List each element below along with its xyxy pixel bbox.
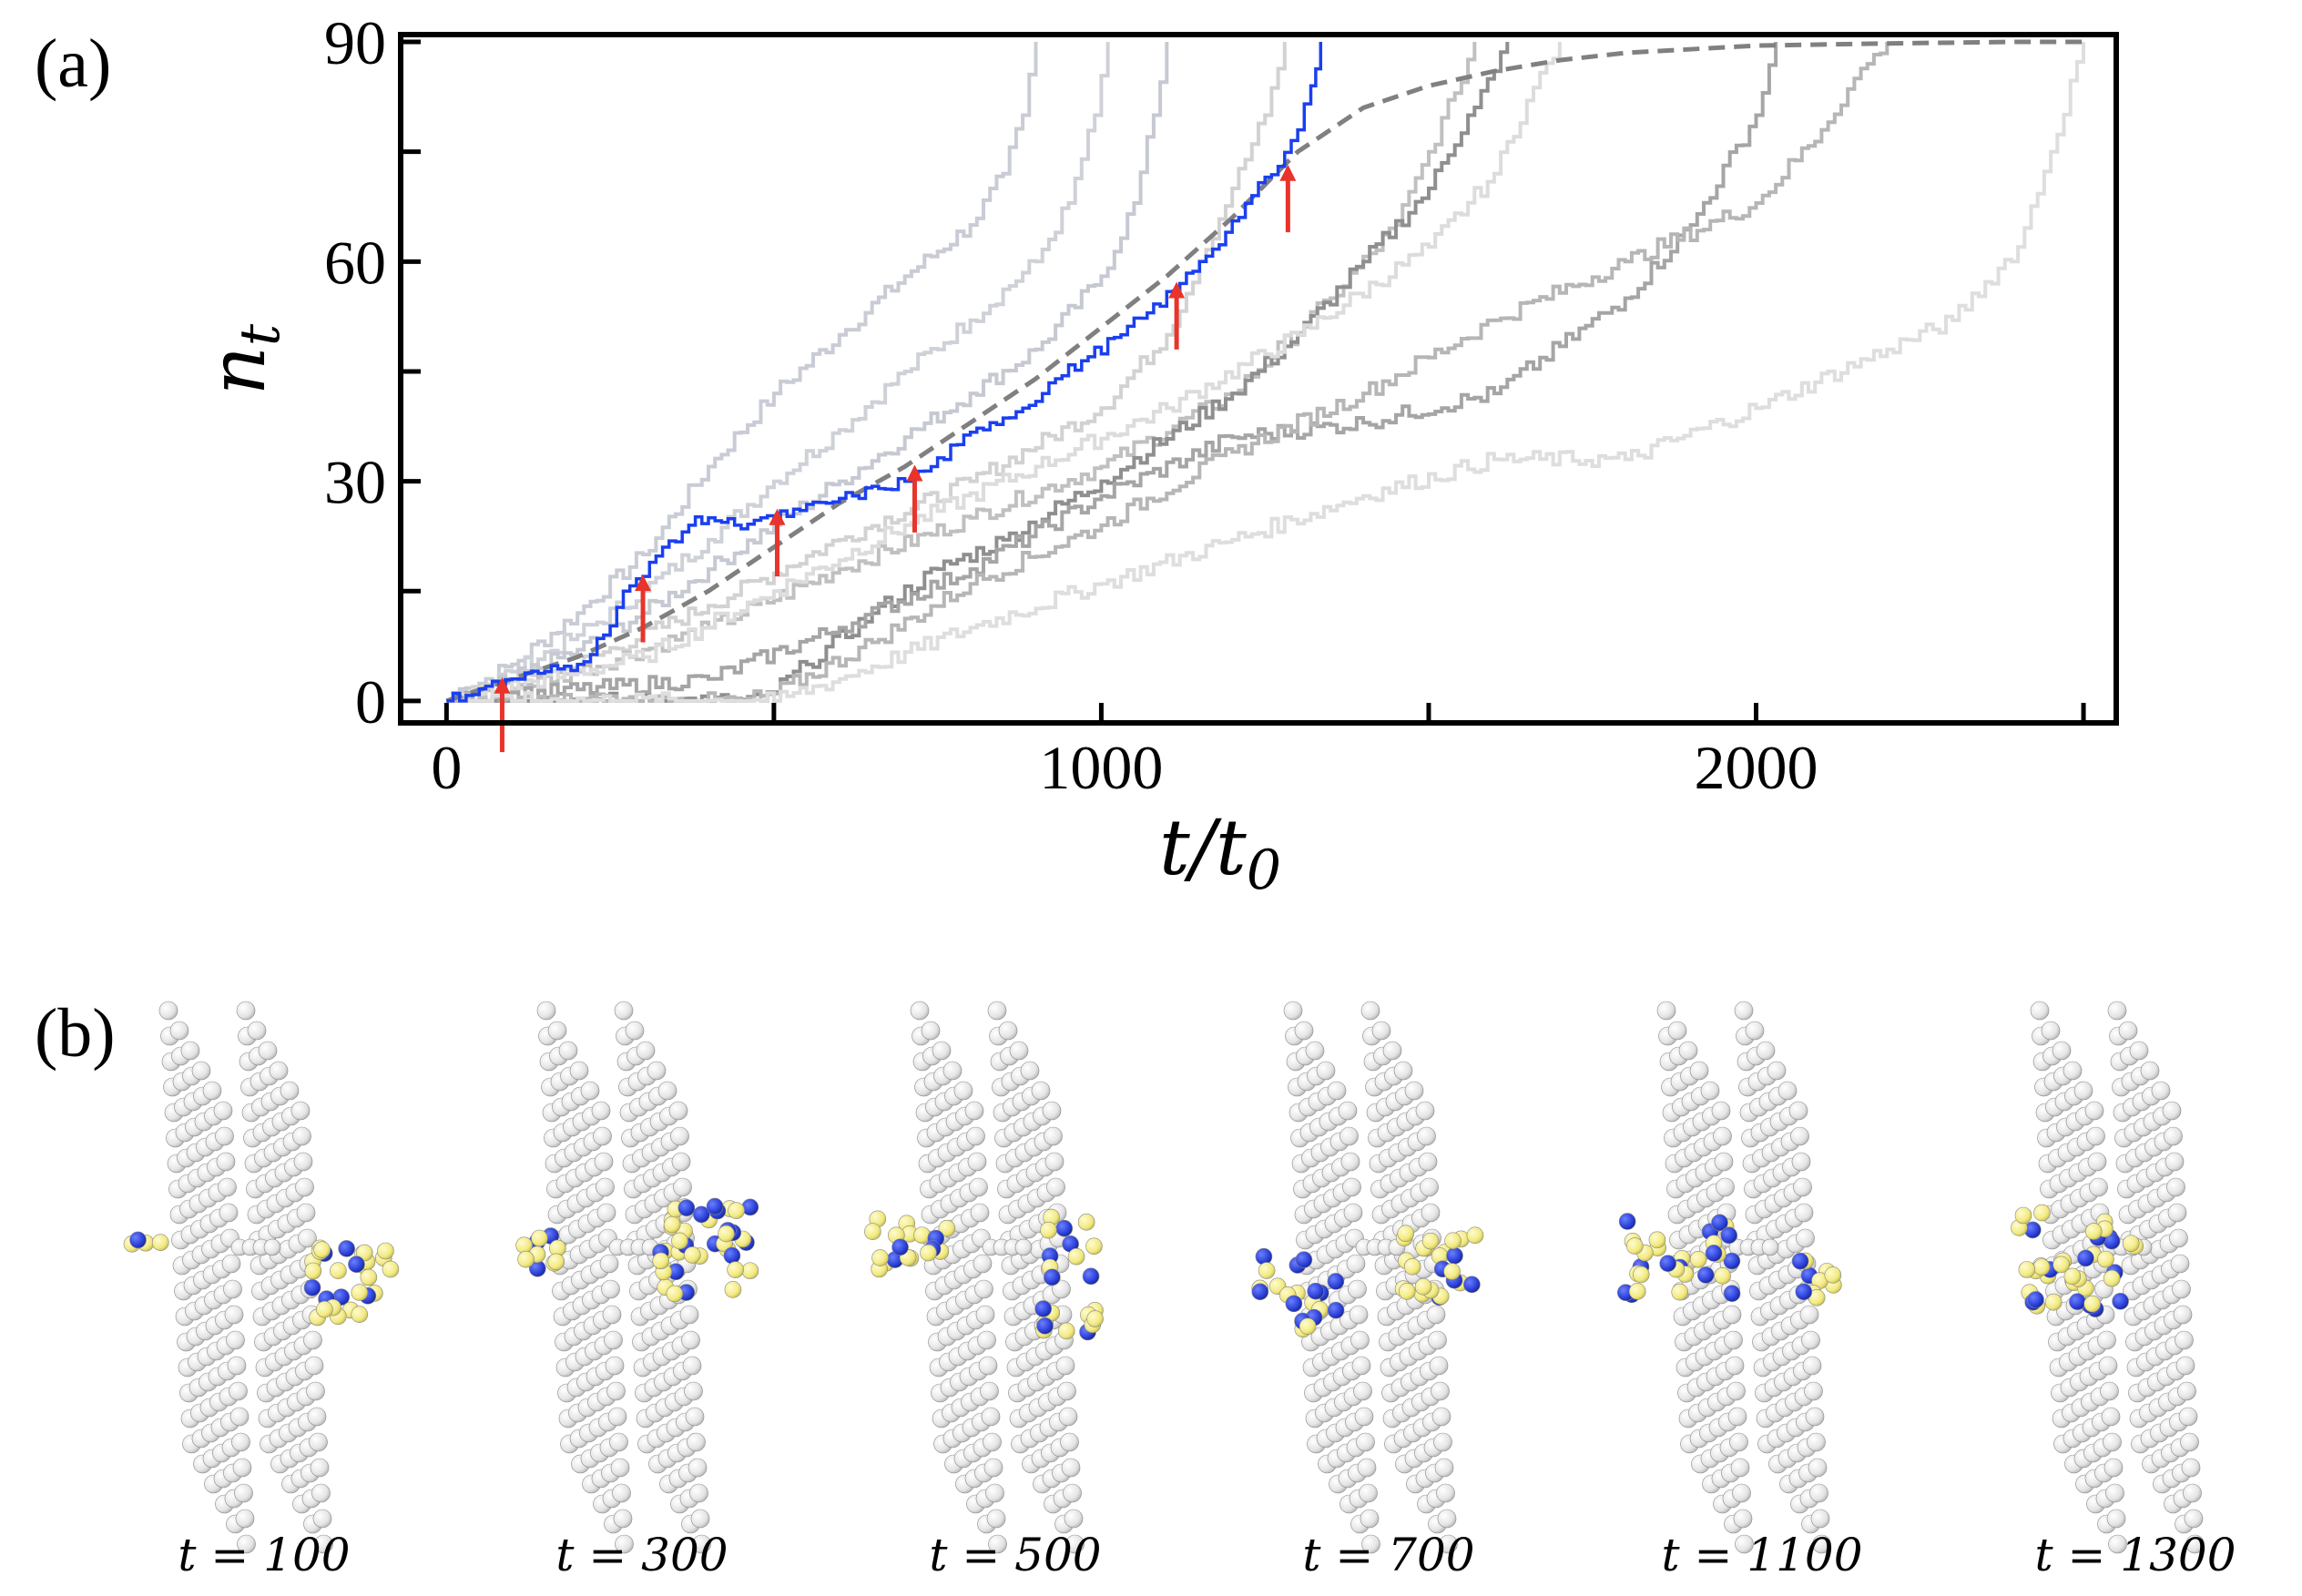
background-trajectory-2 [446,42,1110,703]
arrow-layer [494,164,1297,753]
red-arrow-6 [1279,164,1297,233]
snapshot-6: t = 1300 [2011,1001,2236,1581]
background-trajectory-6 [446,42,1510,703]
tick-layer: 0 1000 2000 0 30 60 90 [324,8,2086,802]
background-trajectory-1 [446,42,1038,703]
snapshot-2: t = 300 [515,1001,759,1581]
mean-trajectory-dashed [445,39,2083,704]
y-tick-label-60: 60 [324,228,386,297]
snapshot-panel: t = 100 t = 300 t = 500 t = 700 t = 1100 t = … [123,1001,2236,1581]
y-tick-label-30: 30 [324,448,386,517]
background-trajectory-7 [446,42,1562,703]
red-arrow-2 [635,574,652,643]
snapshot-caption-5: t = 1100 [1661,1529,1862,1581]
snapshot-caption-4: t = 700 [1302,1529,1474,1581]
background-trajectory-3 [446,42,1169,703]
snapshot-4: t = 700 [1251,1001,1484,1581]
panel-label-b: (b) [35,995,116,1072]
background-trajectory-10 [446,42,2085,703]
snapshot-caption-6: t = 1300 [2034,1529,2236,1581]
plot-frame [398,32,2119,726]
x-tick-label-2000: 2000 [1695,733,1818,802]
y-tick-label-0: 0 [355,667,386,737]
snapshot-caption-2: t = 300 [555,1529,728,1581]
red-arrow-3 [769,508,786,577]
snapshot-caption-3: t = 500 [929,1529,1101,1581]
red-arrow-4 [906,464,923,533]
background-trajectory-4 [446,42,1287,703]
snapshot-5: t = 1100 [1616,1001,1863,1581]
trajectory-chart: 0 1000 2000 0 30 60 90 nt t/t0 [193,8,2119,902]
x-tick-label-1000: 1000 [1039,733,1163,802]
red-arrow-5 [1168,281,1186,350]
x-tick-label-0: 0 [431,733,462,802]
panel-label-a: (a) [35,25,111,102]
red-arrow-1 [494,676,511,753]
snapshot-caption-1: t = 100 [178,1529,350,1581]
series-layer [445,39,2085,704]
background-trajectory-8 [446,42,1778,703]
y-axis-label: nt [193,323,292,395]
snapshot-3: t = 500 [864,1001,1104,1581]
x-axis-label: t/t0 [1159,803,1281,902]
snapshot-1: t = 100 [123,1001,400,1581]
y-tick-label-90: 90 [324,8,386,77]
